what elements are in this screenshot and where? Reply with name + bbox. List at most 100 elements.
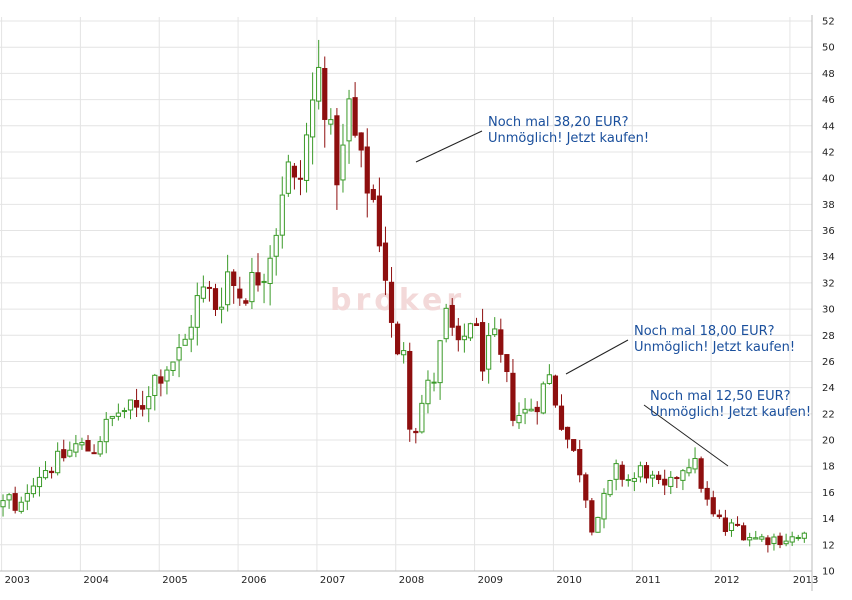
candle-down	[395, 323, 401, 355]
y-tick-label: 22	[822, 409, 835, 420]
y-tick-label: 20	[822, 436, 835, 447]
candle-up	[200, 286, 206, 299]
x-tick-label: 2011	[635, 575, 660, 586]
y-tick-label: 34	[822, 252, 835, 263]
candle-up	[121, 410, 128, 413]
candle-up	[261, 280, 267, 283]
candle-down	[255, 272, 261, 286]
candle-down	[376, 195, 382, 247]
x-tick-label: 2007	[320, 575, 345, 586]
candle-down	[61, 449, 67, 459]
annotation-text: Unmöglich! Jetzt kaufen!	[488, 131, 649, 146]
candle-up	[419, 402, 425, 433]
y-tick-label: 32	[822, 278, 835, 289]
candle-up	[631, 477, 637, 482]
candle-down	[510, 372, 516, 421]
candle-down	[710, 497, 716, 515]
candle-up	[273, 234, 279, 257]
candle-up	[188, 326, 194, 340]
candle-down	[370, 189, 376, 200]
candles	[0, 39, 807, 553]
candle-up	[486, 335, 492, 370]
candle-down	[85, 440, 91, 452]
candle-down	[498, 329, 504, 355]
candle-down	[741, 525, 747, 541]
candle-down	[291, 165, 298, 178]
annotation-leader	[643, 404, 729, 467]
candle-up	[97, 441, 103, 455]
x-tick-label: 2003	[5, 575, 30, 586]
candle-down	[583, 474, 589, 501]
candle-up	[340, 144, 346, 181]
candle-up	[546, 374, 552, 384]
x-tick-label: 2013	[793, 575, 818, 586]
candle-up	[279, 194, 285, 236]
candle-down	[564, 426, 571, 440]
candle-up	[285, 161, 291, 194]
watermark: broker	[330, 283, 465, 318]
candle-up	[55, 450, 61, 474]
candle-up	[103, 418, 109, 443]
x-tick-label: 2005	[162, 575, 187, 586]
candle-up	[801, 532, 807, 539]
x-tick-label: 2012	[714, 575, 739, 586]
candle-down	[449, 304, 455, 328]
candle-down	[48, 470, 55, 474]
candle-down	[589, 500, 595, 533]
candle-down	[12, 493, 18, 511]
candle-up	[18, 501, 24, 512]
candle-up	[516, 414, 522, 424]
candle-up	[24, 493, 30, 502]
candle-up	[170, 361, 176, 372]
y-tick-label: 44	[822, 121, 835, 132]
candle-up	[303, 134, 310, 181]
candle-up	[310, 99, 316, 138]
candle-up	[613, 463, 619, 480]
candle-up	[176, 347, 182, 361]
candle-up	[686, 467, 692, 474]
candle-up	[328, 119, 334, 125]
y-tick-label: 28	[822, 331, 835, 342]
annotation-text: Noch mal 12,50 EUR?	[650, 389, 791, 404]
candle-up	[625, 479, 631, 482]
candle-down	[473, 323, 480, 327]
candle-down	[364, 146, 370, 194]
candle-up	[146, 396, 152, 410]
y-tick-label: 48	[822, 69, 835, 80]
annotations: Noch mal 38,20 EUR?Unmöglich! Jetzt kauf…	[415, 115, 811, 467]
annotation-leader	[565, 339, 629, 375]
candle-down	[297, 177, 304, 180]
annotation-text: Noch mal 38,20 EUR?	[488, 115, 629, 130]
y-tick-label: 14	[822, 514, 835, 525]
candle-down	[140, 405, 146, 410]
candle-up	[759, 536, 765, 540]
candle-down	[133, 400, 140, 408]
candle-down	[777, 535, 783, 546]
candle-down	[643, 465, 650, 479]
y-tick-label: 52	[822, 17, 835, 28]
candle-up	[267, 257, 273, 284]
candle-up	[747, 537, 753, 541]
candle-down	[716, 514, 722, 518]
x-tick-label: 2004	[83, 575, 108, 586]
candle-down	[722, 517, 728, 532]
y-tick-label: 12	[822, 540, 835, 551]
candle-down	[413, 430, 419, 434]
watermark-text: broker	[330, 283, 465, 318]
candle-down	[358, 132, 364, 151]
candle-down	[231, 271, 237, 286]
candle-up	[680, 470, 686, 481]
candle-down	[558, 405, 565, 430]
candle-up	[771, 536, 777, 544]
candle-down	[704, 487, 710, 500]
candle-up	[67, 449, 73, 457]
y-tick-label: 10	[822, 567, 835, 578]
candle-down	[243, 300, 249, 304]
candle-up	[0, 500, 6, 508]
candle-up	[425, 379, 431, 405]
candle-up	[492, 328, 498, 336]
candle-up	[783, 540, 789, 545]
candle-down	[765, 537, 771, 546]
candle-up	[79, 442, 85, 446]
y-tick-label: 16	[822, 488, 835, 499]
